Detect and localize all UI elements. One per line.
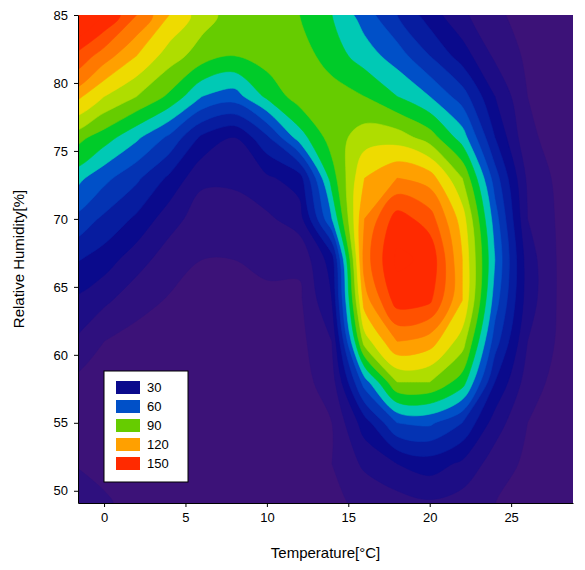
tick: 15: [342, 503, 356, 525]
y-axis: 50 55 60 65 70 75 80 85: [54, 8, 79, 504]
tick: 65: [54, 280, 78, 295]
tick: 0: [101, 503, 108, 525]
legend-swatch: [116, 400, 140, 413]
contours: [78, 15, 556, 503]
axis-line: [78, 16, 79, 504]
tick: 55: [54, 415, 78, 430]
tick: 85: [54, 8, 78, 23]
contour-band: [78, 15, 538, 503]
tick-label: 60: [54, 347, 68, 362]
plot-area: [78, 15, 573, 503]
contour-band: [78, 15, 437, 309]
tick-label: 20: [423, 510, 437, 525]
tick: 60: [54, 347, 78, 362]
tick-label: 10: [260, 510, 274, 525]
contour-band: [78, 15, 482, 394]
legend-box: [104, 371, 188, 482]
tick-mark: [74, 491, 78, 492]
tick: 20: [423, 503, 437, 525]
legend-swatch: [116, 381, 140, 394]
contour-band: [78, 15, 502, 426]
tick-label: 65: [54, 280, 68, 295]
x-axis: 0 5 10 15 20 25: [79, 503, 574, 525]
tick-mark: [74, 287, 78, 288]
tick-label: 85: [54, 8, 68, 23]
tick-mark: [430, 503, 431, 507]
legend-label: 60: [147, 399, 161, 414]
tick: 10: [260, 503, 274, 525]
tick-mark: [185, 503, 186, 507]
tick-mark: [74, 355, 78, 356]
legend-label: 90: [147, 418, 161, 433]
axis-line: [79, 503, 574, 504]
legend-label: 30: [147, 380, 161, 395]
legend-swatch: [116, 438, 140, 451]
tick: 80: [54, 76, 78, 91]
legend-label: 120: [147, 437, 169, 452]
y-axis-title: Relative Humidity[%]: [10, 190, 27, 328]
legend-swatch: [116, 419, 140, 432]
tick-mark: [348, 503, 349, 507]
contour-band: [78, 15, 413, 271]
tick-mark: [74, 151, 78, 152]
legend-label: 150: [147, 456, 169, 471]
chart: 0 5 10 15 20 25 50 55 60 65 70 75 80 85 Temperature[°C…: [0, 0, 585, 570]
contour-band: [78, 15, 556, 503]
tick: 50: [54, 483, 78, 498]
tick: 70: [54, 212, 78, 227]
tick-mark: [74, 219, 78, 220]
tick-mark: [74, 15, 78, 16]
tick-label: 5: [182, 510, 189, 525]
contour-band: [78, 15, 495, 416]
tick-label: 0: [101, 510, 108, 525]
tick-mark: [104, 503, 105, 507]
tick-label: 75: [54, 144, 68, 159]
tick-label: 25: [504, 510, 518, 525]
tick-label: 50: [54, 483, 68, 498]
tick-label: 70: [54, 212, 68, 227]
legend-swatch: [116, 457, 140, 470]
legend: 30 60 90 120 150: [104, 371, 188, 482]
contour-band: [78, 15, 476, 382]
tick: 5: [182, 503, 189, 525]
tick-label: 15: [342, 510, 356, 525]
tick-mark: [267, 503, 268, 507]
x-axis-title: Temperature[°C]: [271, 544, 380, 561]
tick: 25: [504, 503, 518, 525]
tick-mark: [74, 83, 78, 84]
tick-mark: [511, 503, 512, 507]
tick-label: 55: [54, 415, 68, 430]
contour-band: [78, 15, 446, 326]
tick-mark: [74, 423, 78, 424]
tick-label: 80: [54, 76, 68, 91]
tick: 75: [54, 144, 78, 159]
